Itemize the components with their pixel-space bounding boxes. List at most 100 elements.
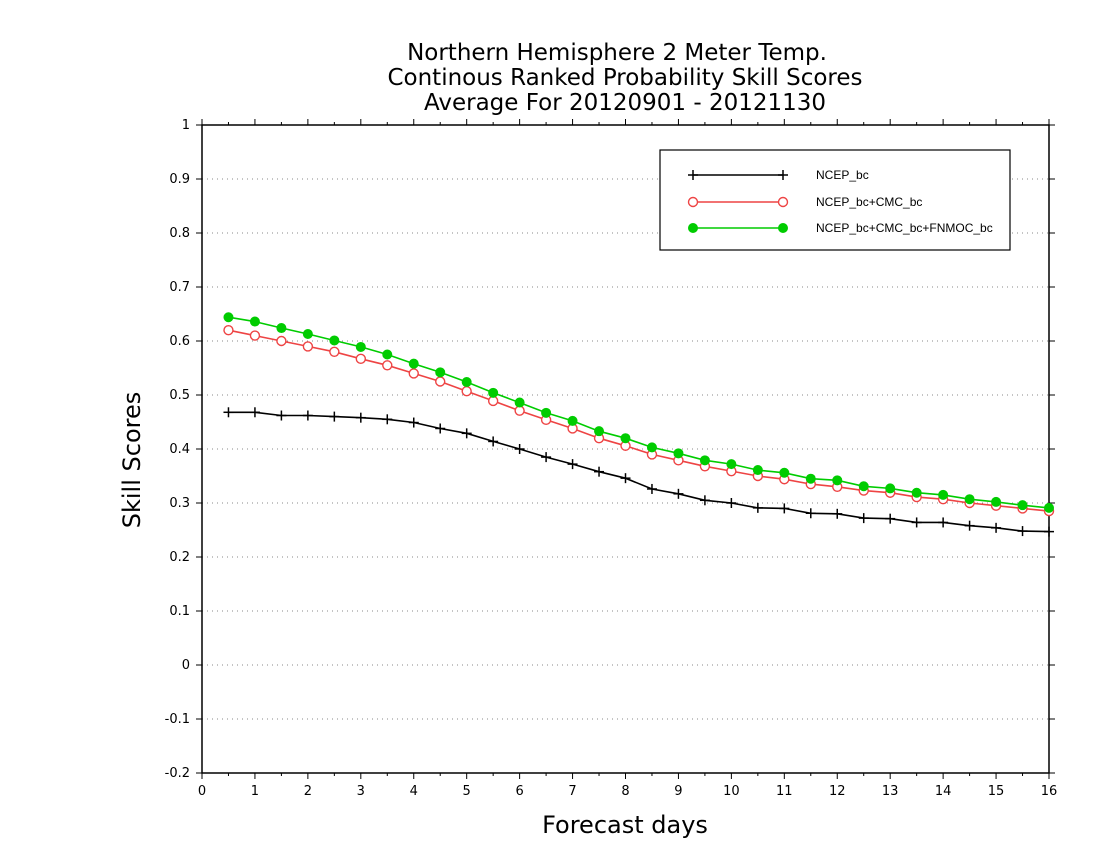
data-point	[1044, 502, 1054, 513]
data-point	[646, 442, 657, 453]
series-line	[228, 316, 1050, 509]
data-point	[329, 411, 340, 422]
legend-label: NCEP_bc+CMC_bc	[816, 195, 922, 209]
x-tick-label: 16	[1041, 784, 1058, 799]
data-point	[461, 386, 472, 397]
x-tick-label: 1	[251, 784, 259, 799]
data-point	[514, 444, 525, 454]
data-point	[302, 341, 314, 352]
data-point	[461, 377, 472, 388]
data-point	[805, 508, 816, 519]
x-tick-label: 14	[935, 784, 952, 799]
data-point	[355, 353, 367, 365]
data-point	[991, 496, 1002, 507]
data-point	[911, 487, 922, 498]
data-point	[885, 483, 896, 494]
data-point	[355, 412, 366, 423]
data-point	[964, 494, 975, 505]
data-point	[885, 513, 896, 524]
series-line	[228, 411, 1050, 533]
data-point	[223, 325, 234, 336]
data-point	[594, 426, 605, 437]
series-3	[223, 312, 1054, 513]
data-point	[276, 335, 287, 347]
y-tick-label: -0.2	[165, 766, 190, 781]
data-point	[858, 481, 869, 492]
y-tick-label: 0.8	[169, 226, 190, 241]
data-point	[302, 328, 313, 339]
legend-marker-start	[688, 223, 698, 233]
data-point	[620, 473, 631, 484]
data-point	[673, 448, 684, 459]
data-point	[382, 360, 393, 371]
data-point	[673, 488, 684, 499]
data-point	[594, 466, 605, 477]
data-series	[223, 312, 1055, 537]
data-point	[541, 452, 552, 463]
data-point	[382, 349, 393, 360]
x-tick-label: 12	[829, 784, 846, 799]
x-tick-label: 10	[723, 784, 740, 799]
data-point	[991, 522, 1002, 533]
data-point	[699, 455, 710, 466]
title-line-1: Northern Hemisphere 2 Meter Temp.	[407, 40, 827, 66]
data-point	[567, 459, 578, 470]
data-point	[302, 410, 313, 421]
series-2	[223, 325, 1055, 517]
data-point	[779, 467, 790, 478]
data-point	[408, 417, 419, 428]
data-point	[488, 436, 499, 447]
y-tick-label: 0.1	[169, 604, 190, 619]
data-point	[276, 410, 287, 421]
data-point	[938, 489, 949, 500]
data-point	[435, 423, 446, 434]
data-point	[488, 387, 499, 398]
data-point	[435, 376, 446, 387]
x-tick-label: 7	[568, 784, 576, 799]
data-point	[408, 368, 419, 379]
data-point	[514, 397, 525, 408]
data-point	[779, 503, 790, 514]
x-tick-label: 4	[410, 784, 418, 799]
data-point	[964, 520, 975, 531]
data-point	[752, 465, 763, 476]
y-tick-label: 0.4	[169, 442, 190, 457]
x-tick-label: 5	[463, 784, 471, 799]
y-tick-label: 0.2	[169, 550, 190, 565]
axis-ticks	[196, 119, 1055, 779]
data-point	[408, 358, 419, 369]
data-point	[832, 508, 843, 519]
data-point	[329, 335, 340, 346]
legend-item: NCEP_bc	[688, 168, 869, 182]
data-point	[752, 502, 763, 513]
y-tick-label: -0.1	[165, 712, 190, 727]
x-axis-label: Forecast days	[542, 811, 708, 839]
data-point	[620, 433, 631, 444]
y-axis-tick-labels: -0.2 -0.1 0 0.1 0.2 0.3 0.4 0.5 0.6 0.7 0.8 0.9 1	[165, 118, 190, 781]
legend: NCEP_bc NCEP_bc+CMC_bc NCEP_bc+CMC_bc+FNMO…	[659, 149, 1011, 251]
data-point	[249, 316, 260, 327]
y-tick-label: 0.7	[169, 280, 190, 295]
y-tick-label: 0.9	[169, 172, 190, 187]
data-point	[382, 414, 393, 425]
y-axis-label: Skill Scores	[118, 392, 146, 529]
data-point	[832, 475, 843, 486]
chart-title: Northern Hemisphere 2 Meter Temp. Contin…	[387, 40, 862, 116]
x-tick-label: 8	[621, 784, 629, 799]
data-point	[329, 346, 340, 357]
data-point	[911, 517, 922, 528]
data-point	[699, 495, 710, 506]
data-point	[1017, 526, 1028, 537]
y-tick-label: 1	[182, 118, 190, 133]
title-line-3: Average For 20120901 - 20121130	[424, 90, 826, 116]
legend-label: NCEP_bc+CMC_bc+FNMOC_bc	[816, 221, 993, 235]
title-line-2: Continous Ranked Probability Skill Score…	[387, 65, 862, 91]
data-point	[726, 498, 737, 508]
data-point	[223, 407, 234, 418]
x-tick-label: 2	[304, 784, 312, 799]
x-tick-label: 3	[357, 784, 365, 799]
data-point	[276, 323, 287, 334]
data-point	[1044, 526, 1054, 537]
data-point	[461, 428, 472, 439]
data-point	[249, 407, 260, 418]
